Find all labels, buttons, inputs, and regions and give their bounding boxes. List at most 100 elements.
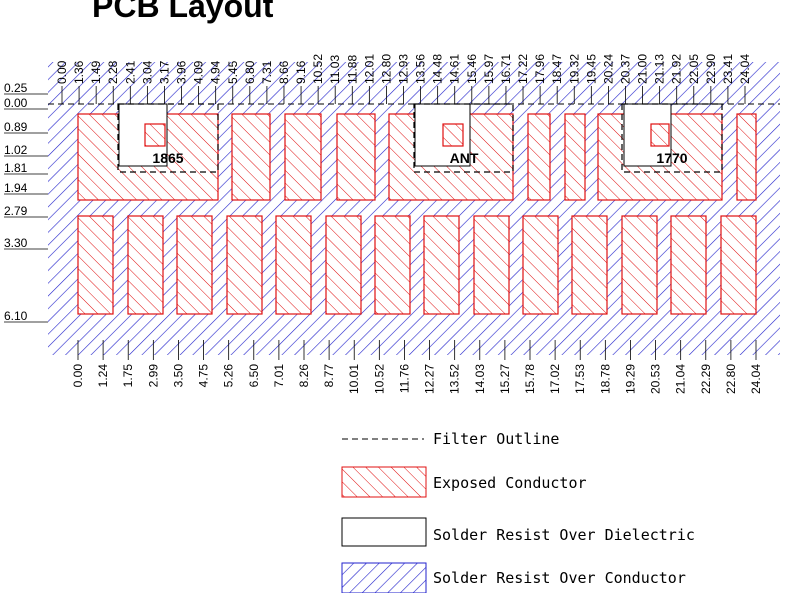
- bottom-dimension: 14.03: [473, 364, 487, 394]
- top-dimension: 5.45: [226, 60, 240, 84]
- top-dimension: 13.56: [414, 54, 428, 84]
- top-dimension: 3.96: [175, 60, 189, 84]
- box-label: 1865: [152, 150, 183, 166]
- top-dimension: 2.28: [106, 60, 120, 84]
- top-dimension: 2.41: [123, 60, 137, 84]
- bottom-dimension: 1.75: [121, 364, 135, 388]
- left-dimension: 1.94: [4, 181, 28, 195]
- left-dimension: 0.00: [4, 96, 28, 110]
- bottom-dimension: 19.29: [623, 364, 637, 394]
- pad: [720, 215, 757, 315]
- bottom-dimension: 6.50: [247, 364, 261, 388]
- top-dimension: 15.97: [482, 54, 496, 84]
- pad: [226, 215, 263, 315]
- bottom-dimension: 8.77: [322, 364, 336, 388]
- bottom-dimension: 4.75: [197, 364, 211, 388]
- box-label: ANT: [450, 150, 479, 166]
- top-dimension: 6.80: [243, 60, 257, 84]
- top-dimension: 22.90: [704, 54, 718, 84]
- pad: [325, 215, 362, 315]
- bottom-dimension: 22.29: [699, 364, 713, 394]
- top-dimension: 24.04: [738, 54, 752, 84]
- bottom-dimension: 8.26: [297, 364, 311, 388]
- board: [48, 62, 780, 355]
- pad: [571, 215, 608, 315]
- bottom-dimension: 10.01: [347, 364, 361, 394]
- left-dimension: 3.30: [4, 236, 28, 250]
- left-dimension: 1.02: [4, 143, 28, 157]
- bottom-dimension: 15.27: [498, 364, 512, 394]
- top-dimension: 9.16: [294, 60, 308, 84]
- top-dimension: 16.71: [499, 54, 513, 84]
- title: PCB Layout: [92, 0, 274, 24]
- top-dimension: 12.93: [397, 54, 411, 84]
- top-dimension: 4.09: [192, 60, 206, 84]
- bottom-dimension: 1.24: [96, 364, 110, 388]
- left-dimension: 2.79: [4, 204, 28, 218]
- bottom-dimension: 11.76: [397, 364, 411, 393]
- pad: [374, 215, 411, 315]
- pad: [522, 215, 559, 315]
- bottom-dimension: 7.01: [272, 364, 286, 388]
- top-dimension: 20.37: [618, 54, 632, 84]
- bottom-dimension: 17.53: [573, 364, 587, 394]
- bottom-dimension: 13.52: [448, 364, 462, 394]
- pad: [77, 215, 114, 315]
- top-dimension: 8.66: [277, 60, 291, 84]
- pad: [621, 215, 658, 315]
- top-dimension: 19.45: [584, 54, 598, 84]
- pad: [670, 215, 707, 315]
- top-dimension: 10.52: [311, 54, 325, 84]
- bottom-dimension: 20.53: [649, 364, 663, 394]
- left-dimension: 0.25: [4, 81, 28, 95]
- pad: [275, 215, 312, 315]
- top-dimension: 17.96: [533, 54, 547, 84]
- pad: [423, 215, 460, 315]
- legend-label: Filter Outline: [433, 430, 559, 448]
- bottom-dimension: 22.80: [724, 364, 738, 394]
- top-dimension: 3.17: [157, 60, 171, 84]
- bottom-dimension: 2.99: [146, 364, 160, 388]
- bottom-dimension: 5.26: [222, 364, 236, 388]
- top-dimension: 12.80: [379, 54, 393, 84]
- bottom-dimension: 21.04: [674, 364, 688, 394]
- bottom-dimension: 15.78: [523, 364, 537, 394]
- left-dimension: 0.89: [4, 120, 28, 134]
- top-dimension: 1.36: [72, 60, 86, 84]
- pad: [176, 215, 213, 315]
- top-dimension: 14.61: [448, 54, 462, 84]
- bottom-dimension: 10.52: [372, 364, 386, 394]
- top-dimension: 3.04: [140, 60, 154, 84]
- box-label: 1770: [656, 150, 687, 166]
- bottom-dimension: 24.04: [749, 364, 763, 394]
- bottom-dimension: 12.27: [423, 364, 437, 394]
- top-dimension: 18.47: [550, 54, 564, 84]
- bottom-dimension: 18.78: [598, 364, 612, 394]
- legend-label: Exposed Conductor: [433, 474, 587, 492]
- top-dimension: 20.24: [601, 54, 615, 84]
- top-dimension: 21.00: [636, 54, 650, 84]
- top-dimension: 0.00: [55, 60, 69, 84]
- left-dimension: 1.81: [4, 161, 28, 175]
- top-dimension: 11.88: [345, 55, 359, 84]
- top-dimension: 11.03: [328, 55, 342, 84]
- bottom-dimension: 17.02: [548, 364, 562, 394]
- legend: Filter Outline Exposed Conductor Solder …: [341, 430, 695, 593]
- top-dimension: 17.22: [516, 54, 530, 84]
- bottom-dimension: 3.50: [171, 364, 185, 388]
- top-dimension: 23.41: [721, 54, 735, 84]
- left-dimension: 6.10: [4, 309, 28, 323]
- top-dimension: 21.92: [670, 54, 684, 84]
- top-dimension: 22.05: [687, 54, 701, 84]
- top-dimension: 19.32: [567, 54, 581, 84]
- top-dimension: 1.49: [89, 60, 103, 84]
- top-dimension: 7.31: [260, 60, 274, 84]
- bottom-dimension: 0.00: [71, 364, 85, 388]
- legend-label: Solder Resist Over Dielectric: [433, 526, 695, 544]
- legend-label: Solder Resist Over Conductor: [433, 569, 686, 587]
- top-dimension: 4.94: [209, 60, 223, 84]
- top-dimension: 12.01: [362, 54, 376, 84]
- top-dimension: 21.13: [653, 54, 667, 84]
- top-dimension: 14.48: [431, 54, 445, 84]
